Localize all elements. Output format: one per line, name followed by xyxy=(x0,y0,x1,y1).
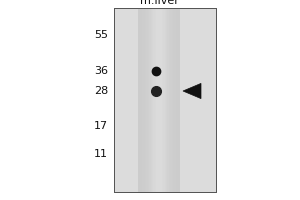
Bar xyxy=(151,8,152,192)
Bar xyxy=(160,8,162,192)
Text: m.liver: m.liver xyxy=(140,0,178,6)
Bar xyxy=(138,8,140,192)
Bar xyxy=(166,8,167,192)
Text: 55: 55 xyxy=(94,30,108,40)
Bar xyxy=(169,8,170,192)
Bar xyxy=(172,8,173,192)
Bar xyxy=(140,8,141,192)
Bar xyxy=(177,8,178,192)
Bar xyxy=(148,8,149,192)
Bar xyxy=(149,8,151,192)
Bar xyxy=(145,8,146,192)
Bar xyxy=(163,8,165,192)
Bar xyxy=(144,8,145,192)
Text: 17: 17 xyxy=(94,121,108,131)
Bar xyxy=(170,8,172,192)
Bar xyxy=(138,8,180,192)
Bar xyxy=(114,8,216,192)
Bar xyxy=(176,8,177,192)
Polygon shape xyxy=(183,83,201,99)
Bar xyxy=(173,8,174,192)
Bar xyxy=(153,8,155,192)
Bar xyxy=(165,8,166,192)
Text: 28: 28 xyxy=(94,86,108,96)
Bar xyxy=(159,8,160,192)
Text: 36: 36 xyxy=(94,66,108,76)
Bar xyxy=(156,8,158,192)
Bar xyxy=(162,8,163,192)
Text: 11: 11 xyxy=(94,149,108,159)
Bar xyxy=(152,8,153,192)
Bar xyxy=(155,8,156,192)
Bar xyxy=(174,8,176,192)
Bar xyxy=(142,8,144,192)
Bar xyxy=(158,8,159,192)
Bar xyxy=(141,8,142,192)
Bar xyxy=(114,8,216,192)
Bar xyxy=(178,8,180,192)
Bar xyxy=(146,8,148,192)
Bar xyxy=(167,8,169,192)
